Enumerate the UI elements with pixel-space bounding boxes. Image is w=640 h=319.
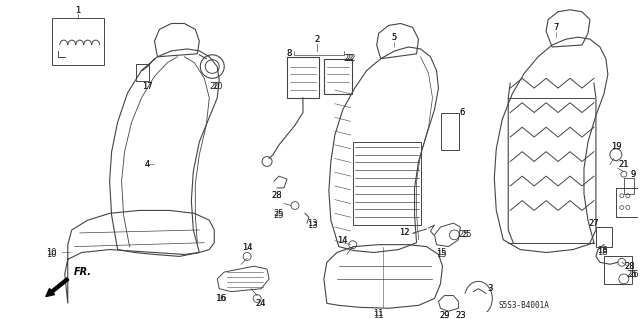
Text: 25: 25 xyxy=(461,230,472,239)
Text: 10: 10 xyxy=(47,250,57,259)
Text: 15: 15 xyxy=(436,250,447,259)
Text: 24: 24 xyxy=(256,299,266,308)
Text: 14: 14 xyxy=(337,236,348,245)
Text: 27: 27 xyxy=(589,219,599,228)
Text: 1: 1 xyxy=(75,6,81,15)
Text: 16: 16 xyxy=(215,294,225,303)
Text: 23: 23 xyxy=(455,311,466,319)
Text: 8: 8 xyxy=(286,49,292,58)
Text: 6: 6 xyxy=(460,108,465,117)
Text: 26: 26 xyxy=(628,270,639,278)
Text: 24: 24 xyxy=(256,299,266,308)
Text: 22: 22 xyxy=(344,54,354,63)
Text: 11: 11 xyxy=(373,309,384,318)
Text: 25: 25 xyxy=(274,209,284,218)
Text: 4: 4 xyxy=(145,160,150,169)
Text: 13: 13 xyxy=(307,221,317,230)
Text: 3: 3 xyxy=(488,284,493,293)
Text: 28: 28 xyxy=(272,191,282,200)
Text: 19: 19 xyxy=(611,142,621,151)
Text: 8: 8 xyxy=(286,49,292,58)
Text: 28: 28 xyxy=(625,262,635,271)
Text: 2: 2 xyxy=(314,35,319,44)
Text: 26: 26 xyxy=(627,270,637,278)
Text: 19: 19 xyxy=(611,142,621,151)
Text: 25: 25 xyxy=(274,211,284,220)
Text: 14: 14 xyxy=(337,236,348,245)
Bar xyxy=(324,59,352,94)
Text: 7: 7 xyxy=(554,23,559,32)
Text: 14: 14 xyxy=(242,243,252,252)
Text: 15: 15 xyxy=(436,248,447,257)
Text: 12: 12 xyxy=(399,228,410,237)
Text: 29: 29 xyxy=(439,311,450,319)
Bar xyxy=(136,63,150,81)
Bar xyxy=(52,18,104,64)
Text: 17: 17 xyxy=(142,82,153,91)
Text: 9: 9 xyxy=(630,170,636,179)
Text: S5S3-B4001A: S5S3-B4001A xyxy=(499,301,549,310)
Text: 12: 12 xyxy=(399,228,410,237)
Text: 22: 22 xyxy=(346,54,356,63)
Bar xyxy=(287,57,319,98)
Text: 7: 7 xyxy=(554,23,559,32)
Bar xyxy=(604,256,632,284)
Text: 18: 18 xyxy=(596,246,607,255)
Text: 5: 5 xyxy=(391,33,396,42)
Text: 28: 28 xyxy=(625,262,635,271)
Bar xyxy=(596,227,612,247)
Text: 14: 14 xyxy=(242,243,252,252)
FancyArrow shape xyxy=(46,278,68,297)
Text: 23: 23 xyxy=(455,311,466,319)
Bar xyxy=(616,188,638,217)
Text: 20: 20 xyxy=(209,82,220,91)
Text: 18: 18 xyxy=(596,248,607,257)
Text: 28: 28 xyxy=(272,191,282,200)
Text: FR.: FR. xyxy=(74,267,92,277)
Text: 11: 11 xyxy=(373,311,384,319)
Bar xyxy=(442,113,460,150)
Text: 17: 17 xyxy=(142,82,153,91)
Text: 3: 3 xyxy=(488,284,493,293)
Text: 4: 4 xyxy=(145,160,150,169)
Bar xyxy=(353,142,420,225)
Text: 27: 27 xyxy=(589,219,599,228)
Text: 21: 21 xyxy=(619,160,629,169)
Text: 16: 16 xyxy=(216,294,227,303)
Text: 1: 1 xyxy=(75,6,81,15)
Bar xyxy=(624,178,634,194)
Text: 21: 21 xyxy=(619,160,629,169)
Text: 20: 20 xyxy=(212,82,223,91)
Text: 25: 25 xyxy=(458,230,468,239)
Text: 5: 5 xyxy=(391,33,396,42)
Text: 2: 2 xyxy=(314,35,319,44)
Text: 29: 29 xyxy=(439,311,450,319)
Text: 10: 10 xyxy=(47,248,57,257)
Text: 9: 9 xyxy=(630,170,636,179)
Text: 6: 6 xyxy=(460,108,465,117)
Text: 13: 13 xyxy=(307,219,317,228)
